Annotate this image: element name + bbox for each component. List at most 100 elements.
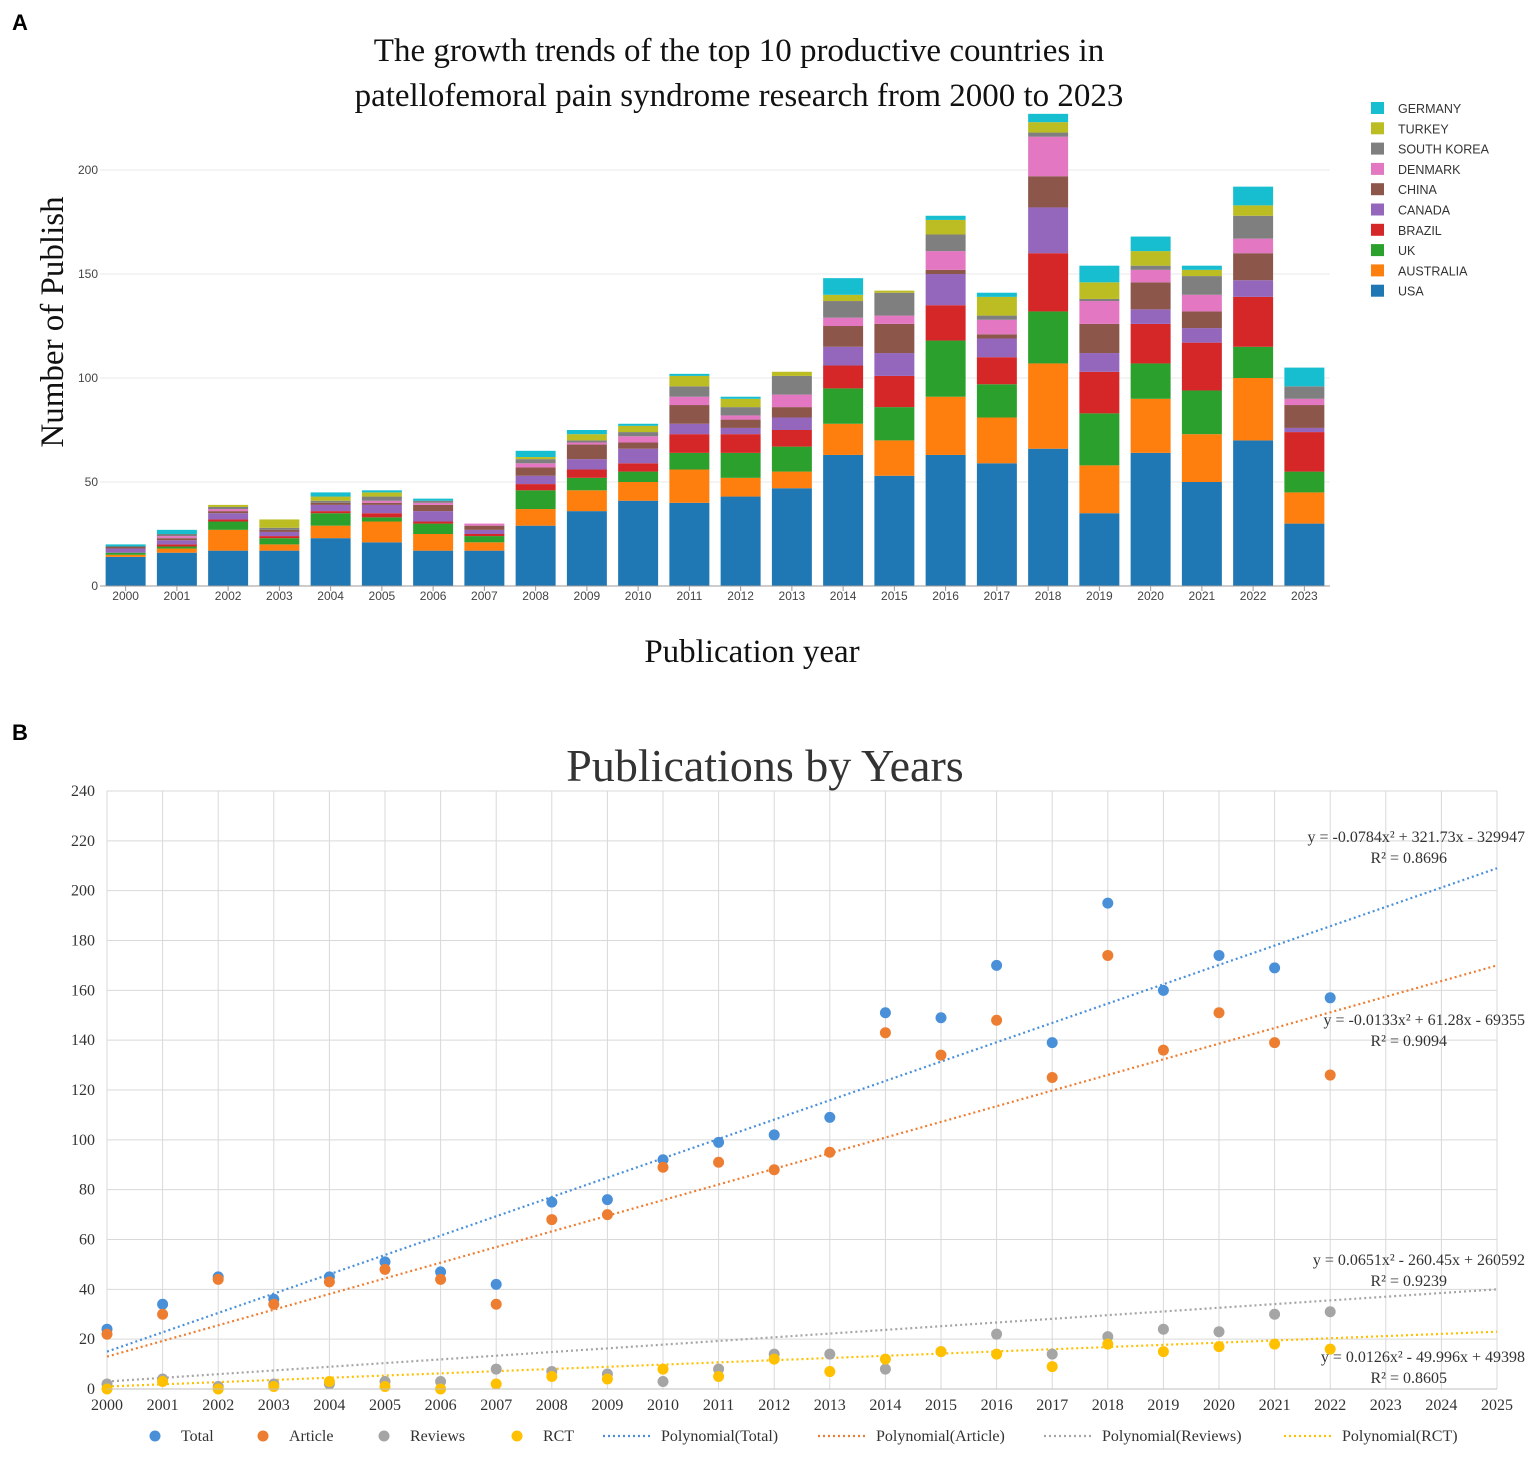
chart-b-x-tick-label: 2004 — [313, 1397, 345, 1414]
data-point-reviews — [657, 1376, 669, 1388]
chart-a-x-tick-label: 2009 — [574, 589, 601, 603]
data-point-rct — [1157, 1346, 1169, 1358]
bar-segment — [566, 477, 607, 491]
bar-segment — [361, 542, 402, 586]
bar-segment — [1181, 482, 1222, 586]
bar-segment — [1028, 363, 1069, 449]
scatter-trend-chart: B Publications by Years 2000 2001 2002 2003… — [12, 720, 1526, 1445]
bar-segment — [208, 506, 249, 510]
bar-segment — [1028, 132, 1069, 137]
bar-segment — [156, 538, 197, 541]
bar-segment — [771, 430, 812, 447]
bar-segment — [259, 531, 300, 537]
chart-b-x-tick-label: 2019 — [1147, 1397, 1179, 1414]
data-point-rct — [379, 1381, 391, 1393]
chart-a-y-tick-label: 100 — [78, 371, 98, 385]
bar-segment — [771, 394, 812, 408]
bar-segment — [413, 523, 454, 534]
data-point-article — [379, 1263, 391, 1275]
bar-segment — [874, 292, 915, 316]
bar-segment — [464, 529, 505, 534]
legend-label: DENMARK — [1398, 163, 1461, 177]
bar-segment — [1284, 492, 1325, 524]
bar-segment — [156, 529, 197, 534]
bar-segment — [976, 417, 1017, 464]
chart-a-x-tick-label: 2011 — [676, 589, 702, 603]
chart-b-x-tick-label: 2007 — [480, 1397, 512, 1414]
chart-b-y-tick-label: 120 — [71, 1082, 95, 1099]
bar-segment — [669, 375, 710, 387]
bar-segment — [361, 496, 402, 501]
legend-label: UK — [1398, 244, 1416, 258]
data-point-reviews — [1324, 1306, 1336, 1318]
legend-label: Polynomial(Article) — [876, 1428, 1005, 1445]
legend-swatch — [1371, 122, 1384, 135]
bar-segment — [464, 525, 505, 530]
chart-b-x-tick-label: 2016 — [981, 1397, 1013, 1414]
chart-b-x-tick-label: 2018 — [1092, 1397, 1124, 1414]
chart-b-y-tick-label: 100 — [71, 1132, 95, 1149]
bar-segment — [1284, 386, 1325, 399]
bar-segment — [1284, 523, 1325, 586]
chart-b-x-tick-label: 2003 — [258, 1397, 290, 1414]
bar-segment — [566, 490, 607, 512]
chart-b-x-tick-label: 2000 — [91, 1397, 123, 1414]
bar-segment — [1181, 311, 1222, 329]
bar-segment — [566, 440, 607, 443]
bar-segment — [361, 502, 402, 505]
bar-segment — [720, 419, 761, 428]
trendline-equation: y = 0.0651x² - 260.45x + 260592 — [1313, 1252, 1525, 1269]
bar-segment — [105, 546, 146, 549]
bar-segment — [976, 463, 1017, 586]
bar-segment — [976, 292, 1017, 297]
bar-segment — [1233, 346, 1274, 378]
bar-segment — [361, 521, 402, 543]
bar-segment — [925, 234, 966, 252]
legend-label: Polynomial(Reviews) — [1102, 1428, 1242, 1445]
data-point-rct — [1046, 1361, 1058, 1373]
chart-a-y-tick-label: 200 — [78, 163, 98, 177]
chart-b-equations: y = -0.0784x² + 321.73x - 329947 R² = 0.8… — [1308, 829, 1526, 1387]
legend-label: RCT — [543, 1428, 574, 1445]
bar-segment — [823, 326, 864, 347]
data-point-article — [713, 1156, 725, 1168]
data-point-rct — [268, 1381, 280, 1393]
bar-segment — [566, 442, 607, 445]
data-point-article — [824, 1146, 836, 1158]
bar-segment — [310, 496, 351, 501]
bar-segment — [1079, 265, 1120, 283]
bar-segment — [874, 440, 915, 476]
bar-segment — [976, 338, 1017, 358]
bar-segment — [720, 407, 761, 416]
bar-segment — [771, 407, 812, 418]
bar-segment — [1233, 186, 1274, 206]
bar-segment — [361, 517, 402, 522]
chart-a-x-tick-label: 2019 — [1086, 589, 1113, 603]
chart-b-y-tick-label: 0 — [87, 1381, 95, 1398]
bar-segment — [105, 552, 146, 555]
bar-segment — [464, 523, 505, 526]
chart-b-x-tick-label: 2023 — [1370, 1397, 1402, 1414]
bar-segment — [1181, 265, 1222, 270]
data-point-article — [490, 1298, 502, 1310]
bar-segment — [1284, 398, 1325, 406]
trendline-equation: y = -0.0784x² + 321.73x - 329947 — [1308, 829, 1526, 846]
bar-segment — [618, 482, 659, 501]
bar-segment — [1079, 513, 1120, 586]
chart-a-x-tick-label: 2006 — [420, 589, 447, 603]
legend-label: Polynomial(Total) — [661, 1428, 778, 1445]
bar-segment — [1130, 265, 1171, 270]
bar-segment — [1079, 298, 1120, 302]
bar-segment — [720, 398, 761, 408]
bar-segment — [208, 519, 249, 522]
bar-segment — [208, 550, 249, 586]
bar-segment — [259, 527, 300, 530]
bar-segment — [1284, 427, 1325, 433]
bar-segment — [823, 346, 864, 366]
data-point-reviews — [991, 1328, 1003, 1340]
data-point-total — [991, 959, 1003, 971]
bar-segment — [1233, 280, 1274, 297]
trendline-equation: y = -0.0133x² + 61.28x - 69355 — [1324, 1012, 1526, 1029]
bar-segment — [1028, 176, 1069, 208]
trendline — [106, 1330, 1498, 1388]
